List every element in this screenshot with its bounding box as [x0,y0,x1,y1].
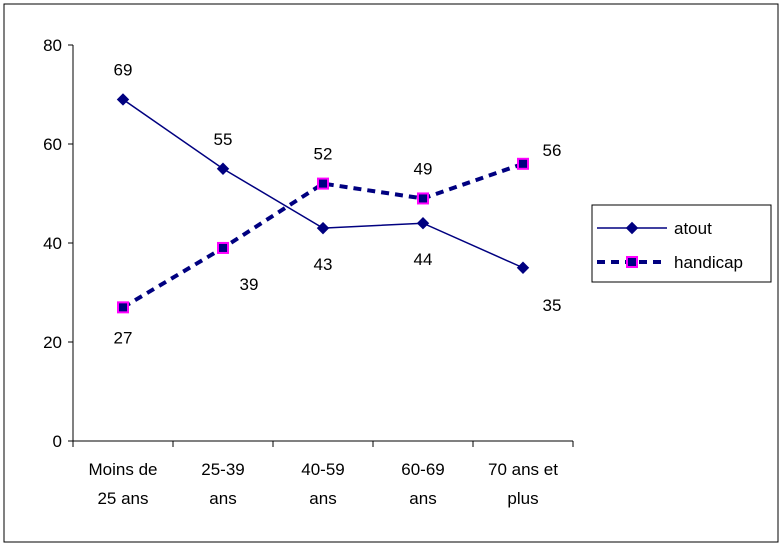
legend-label-handicap: handicap [674,253,743,272]
data-labels: 69 55 43 44 35 27 39 52 49 56 [114,60,562,347]
data-label-handicap: 56 [543,141,562,160]
data-label-atout: 35 [543,296,562,315]
data-label-atout: 55 [214,130,233,149]
axes: 0 20 40 60 80 Moins de 25 ans 25-39 ans 40-59 ans 6… [43,36,574,508]
legend: atout handicap [591,204,772,283]
series-point-atout [216,162,230,175]
x-tick-label: 25-39 ans [201,460,244,508]
series-point-handicap [417,192,429,205]
series-point-handicap [517,157,529,170]
y-tick-label: 60 [43,135,62,154]
series-point-atout [116,93,130,106]
y-tick-label: 80 [43,36,62,55]
data-label-atout: 69 [114,60,133,79]
data-label-handicap: 39 [240,275,259,294]
series-point-atout [316,221,330,235]
x-tick-label: 70 ans et plus [488,460,558,508]
data-label-handicap: 52 [314,145,333,164]
data-label-atout: 43 [314,255,333,274]
y-tick-label: 20 [43,333,62,352]
series-point-atout [516,261,530,274]
x-tick-label: 60-69 ans [401,460,444,508]
legend-marker-handicap [626,256,638,268]
series-point-handicap [117,301,129,314]
legend-box [591,204,772,283]
series-line-handicap [121,161,524,310]
y-tick-label: 0 [53,432,62,451]
data-label-handicap: 49 [414,159,433,178]
x-tick-label: Moins de 25 ans [89,460,158,508]
data-label-atout: 44 [414,250,433,269]
series-point-atout [416,216,430,230]
y-tick-label: 40 [43,234,62,253]
series-point-handicap [317,177,329,190]
x-tick-label: 40-59 ans [301,460,344,508]
legend-marker-atout [625,221,639,235]
series-point-handicap [217,241,229,254]
data-label-handicap: 27 [114,328,133,347]
legend-label-atout: atout [674,219,712,238]
series-layer [116,93,530,314]
